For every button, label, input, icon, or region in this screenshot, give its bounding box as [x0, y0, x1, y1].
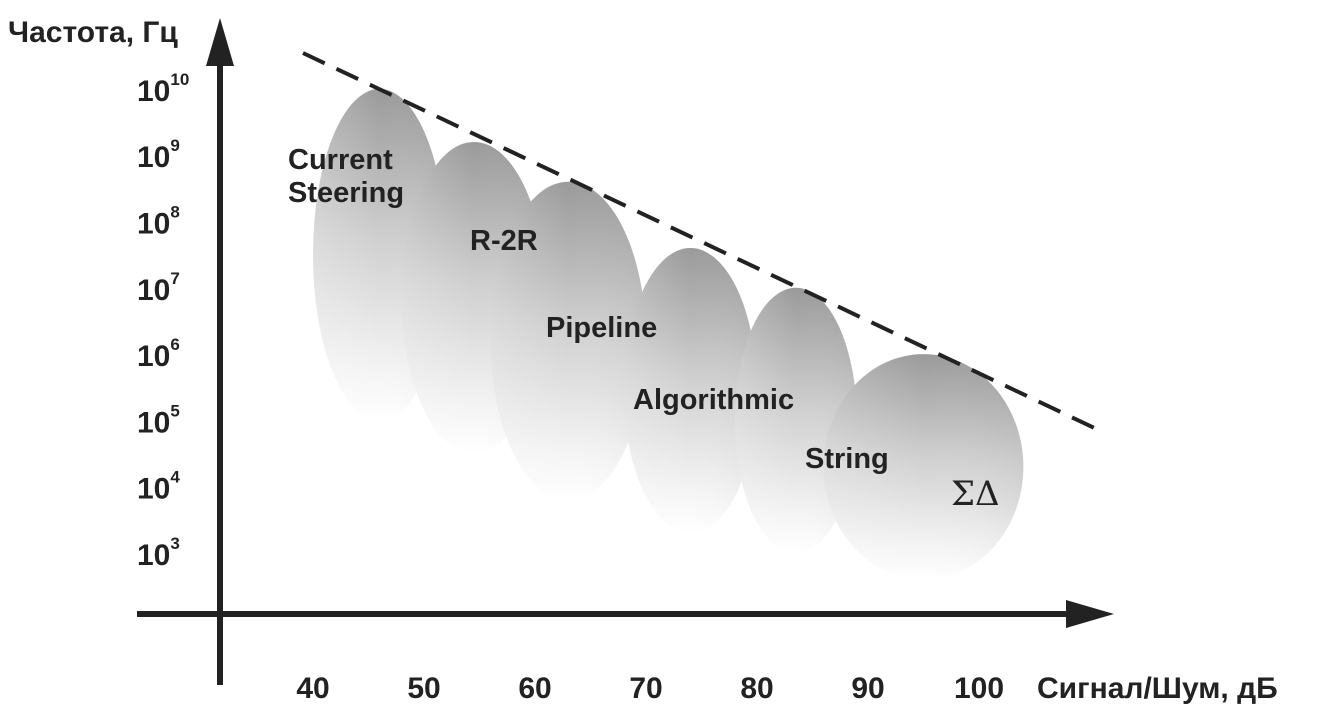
regions — [313, 88, 1024, 580]
region-labels: Current Steering R-2R Pipeline Algorithmic St… — [288, 144, 1000, 514]
y-tick-label: 106 — [137, 335, 180, 373]
y-axis-arrow — [206, 18, 234, 66]
y-tick-label: 107 — [137, 269, 180, 307]
x-tick-label: 50 — [407, 672, 440, 705]
x-tick-labels: 40 50 60 70 80 90 100 — [296, 672, 1004, 705]
x-tick-label: 90 — [851, 672, 884, 705]
label-pipeline: Pipeline — [546, 312, 657, 344]
y-tick-label: 103 — [137, 534, 180, 572]
y-tick-label: 108 — [137, 203, 180, 241]
region-pipeline — [490, 181, 646, 500]
axes — [137, 18, 1114, 685]
x-tick-label: 100 — [954, 672, 1004, 705]
label-algorithmic: Algorithmic — [633, 384, 794, 416]
region-sigma-delta — [823, 354, 1024, 580]
x-tick-label: 70 — [629, 672, 662, 705]
y-axis-title: Частота, Гц — [8, 16, 178, 49]
label-string: String — [805, 443, 889, 475]
x-axis-arrow — [1066, 600, 1114, 628]
y-tick-label: 109 — [137, 136, 180, 174]
x-tick-label: 40 — [296, 672, 329, 705]
label-r-2r: R-2R — [470, 225, 538, 257]
label-sigma-delta: ΣΔ — [951, 474, 1000, 514]
region-algorithmic — [623, 248, 758, 534]
y-tick-label: 104 — [137, 468, 180, 506]
y-tick-label: 105 — [137, 401, 180, 439]
x-tick-label: 60 — [518, 672, 551, 705]
x-axis-title: Сигнал/Шум, дБ — [1037, 672, 1278, 705]
x-tick-label: 80 — [740, 672, 773, 705]
y-tick-label: 1010 — [137, 70, 189, 108]
y-tick-labels: 1010 109 108 107 106 105 104 103 — [137, 70, 189, 572]
label-current-steering: Current Steering — [288, 144, 404, 209]
